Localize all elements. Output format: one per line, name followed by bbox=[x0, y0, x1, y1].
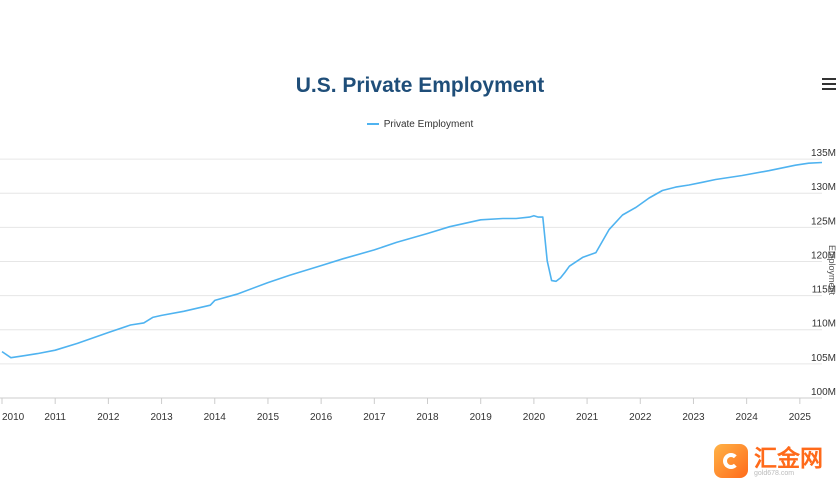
x-tick-label: 2013 bbox=[150, 412, 173, 423]
x-tick-label: 2022 bbox=[629, 412, 652, 423]
legend-item-private-employment[interactable]: Private Employment bbox=[366, 118, 474, 130]
x-tick-label: 2023 bbox=[682, 412, 705, 423]
watermark-url: gold678.com bbox=[754, 469, 795, 477]
y-tick-label: 130M bbox=[811, 182, 836, 193]
watermark-name: 汇金网 bbox=[754, 444, 823, 471]
x-tick-label: 2016 bbox=[310, 412, 333, 423]
y-tick-label: 115M bbox=[812, 285, 836, 296]
series-line-private-employment bbox=[1, 161, 823, 359]
x-tick-label: 2012 bbox=[97, 412, 120, 423]
x-tick-label: 2021 bbox=[576, 412, 599, 423]
y-tick-label: 105M bbox=[811, 353, 836, 364]
legend-swatch bbox=[366, 123, 379, 125]
x-tick-label: 2020 bbox=[523, 412, 546, 423]
x-tick-label: 2019 bbox=[470, 412, 493, 423]
y-tick-label: 110M bbox=[812, 319, 836, 330]
legend-label: Private Employment bbox=[383, 118, 474, 130]
x-tick-label: 2025 bbox=[789, 412, 812, 423]
hamburger-menu-icon[interactable] bbox=[822, 78, 836, 92]
x-tick-label: 2014 bbox=[204, 412, 227, 423]
x-tick-label: 2024 bbox=[736, 412, 759, 423]
x-tick-label: 2011 bbox=[44, 412, 66, 423]
watermark-logo: 汇金网 gold678.com bbox=[714, 438, 836, 484]
x-tick-label: 2010 bbox=[2, 412, 25, 423]
y-axis-title: Employment bbox=[827, 245, 837, 296]
x-tick-label: 2018 bbox=[416, 412, 439, 423]
y-tick-label: 135M bbox=[811, 148, 836, 159]
brand-logo-icon bbox=[714, 444, 748, 478]
x-tick-label: 2015 bbox=[257, 412, 280, 423]
y-tick-label: 100M bbox=[811, 387, 836, 398]
y-tick-label: 125M bbox=[811, 216, 836, 227]
x-tick-label: 2017 bbox=[363, 412, 386, 423]
legend: Private Employment bbox=[0, 117, 840, 130]
y-tick-label: 120M bbox=[811, 250, 836, 261]
chart-title: U.S. Private Employment bbox=[295, 74, 545, 97]
